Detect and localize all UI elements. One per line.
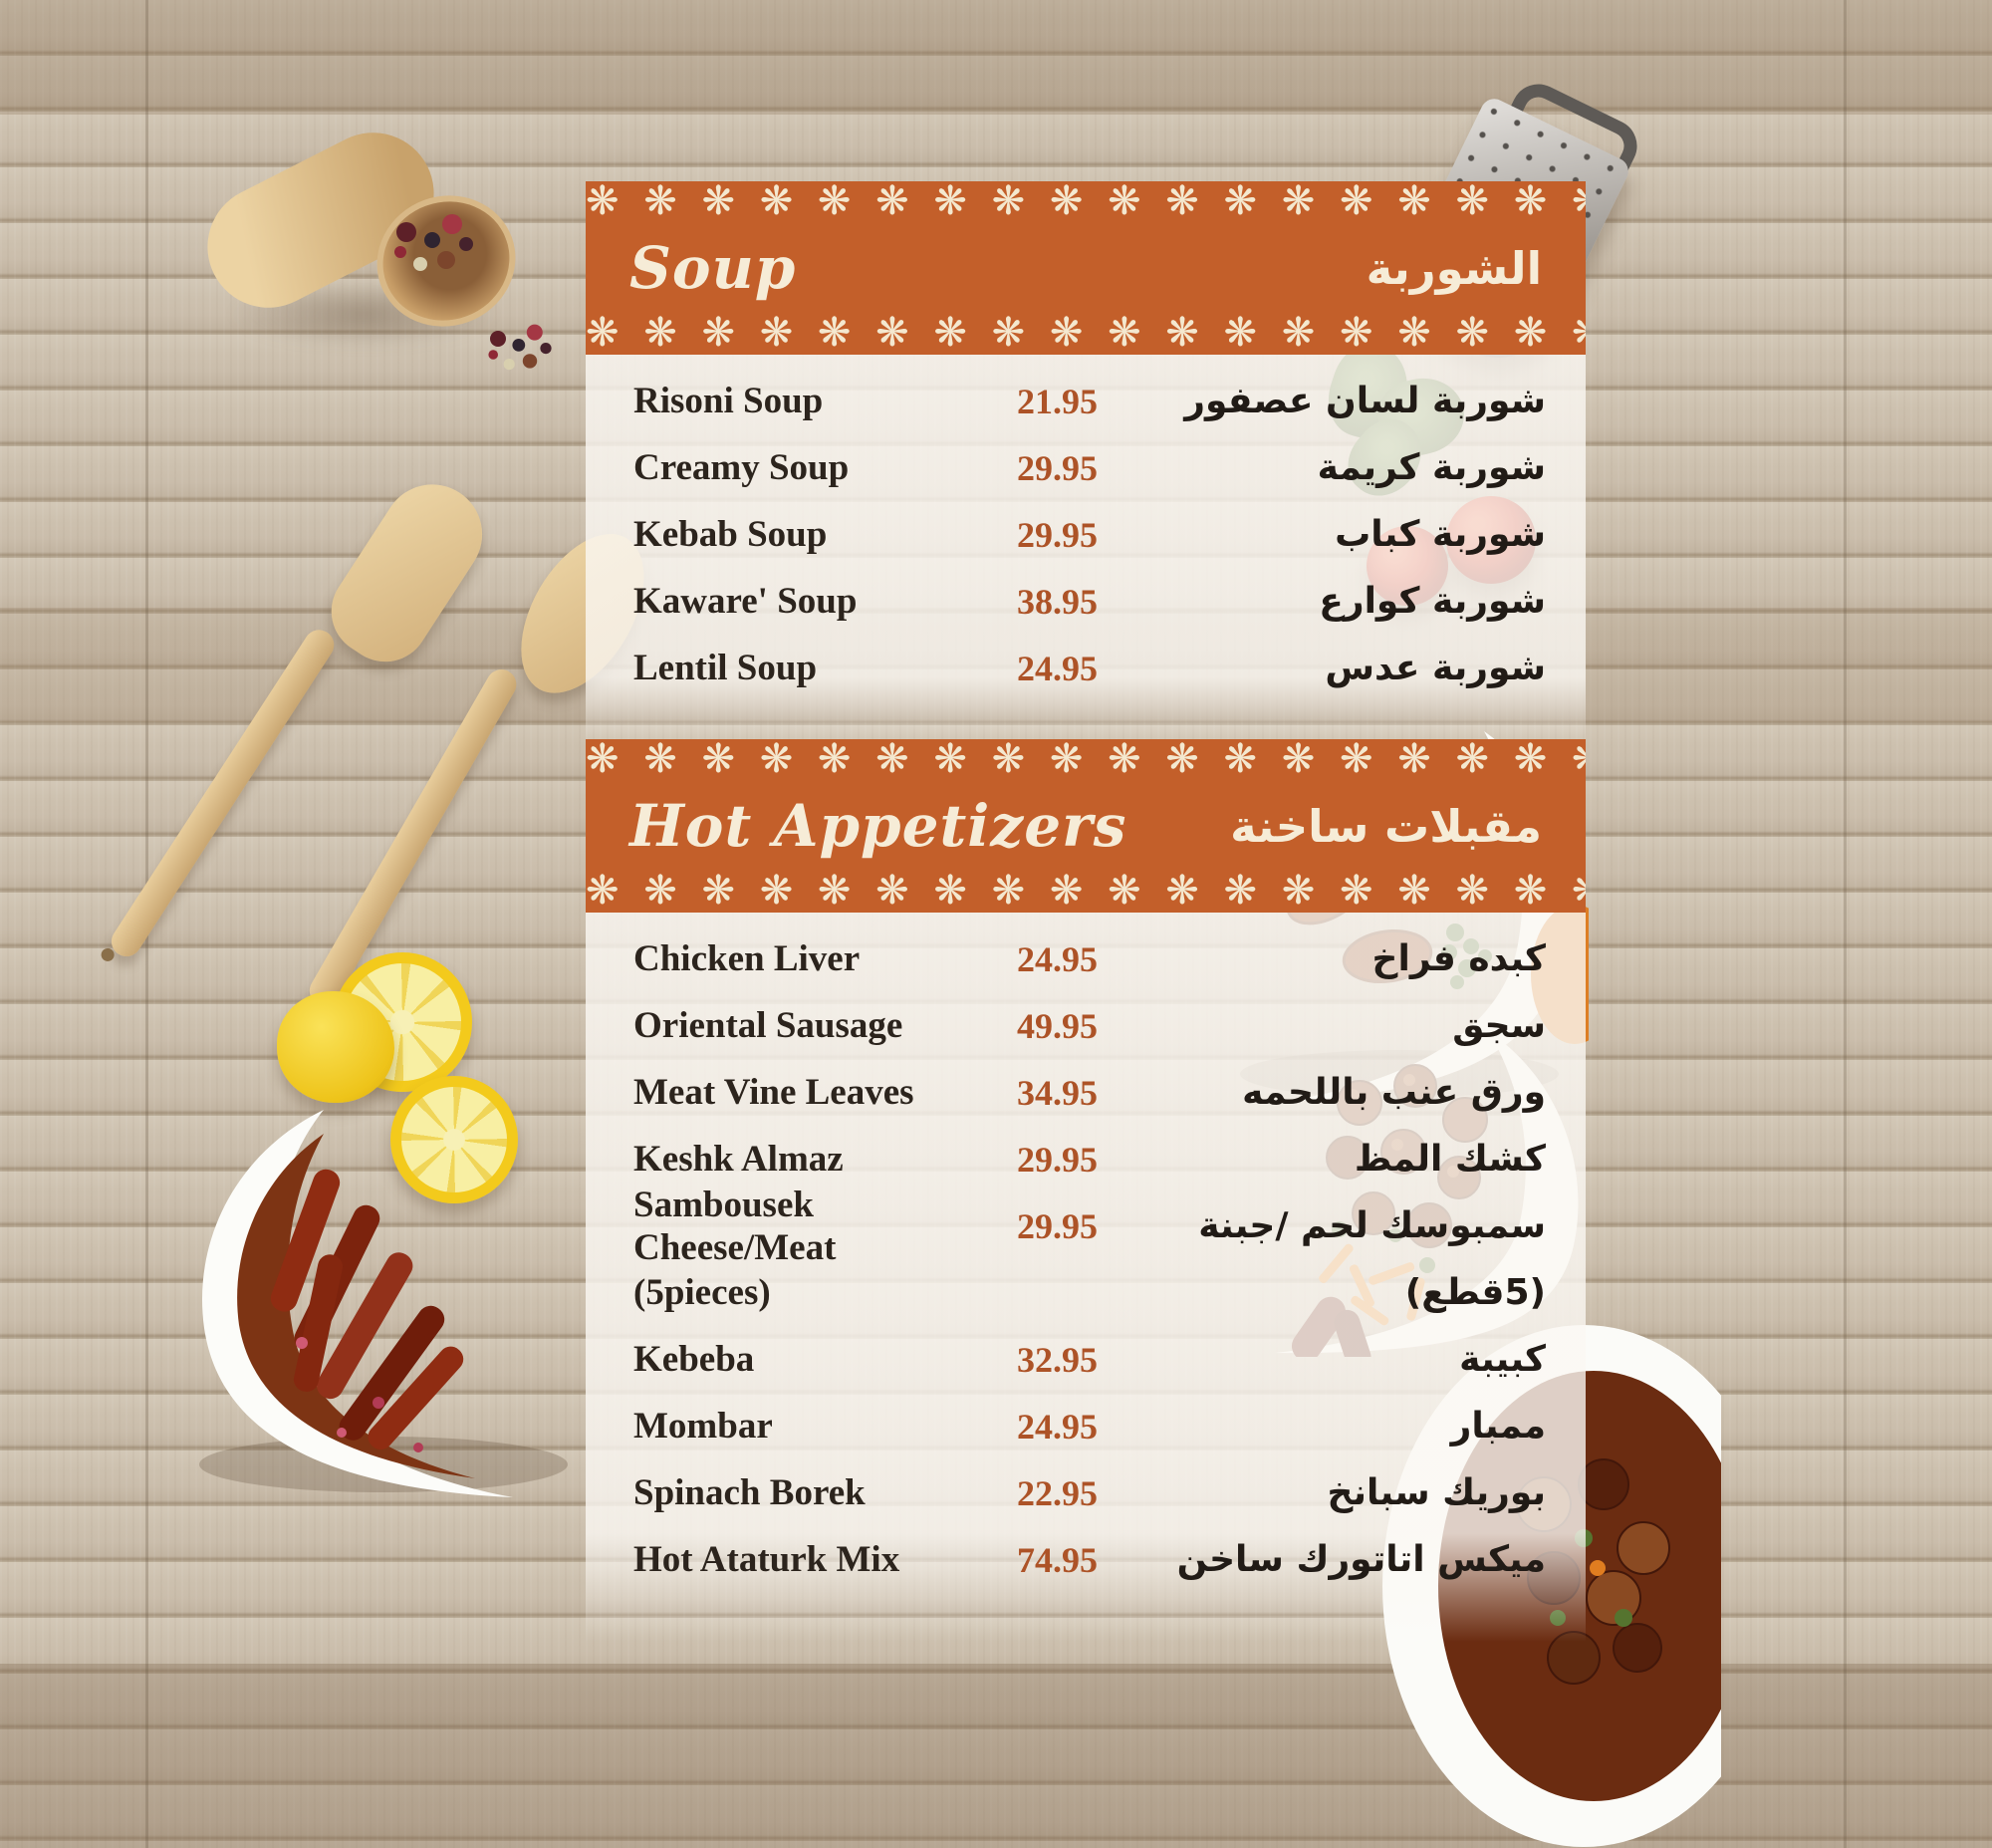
item-price: 24.95 bbox=[1017, 648, 1098, 688]
lace-border-bottom: ❋ ❋ ❋ ❋ ❋ ❋ ❋ ❋ ❋ ❋ ❋ ❋ ❋ ❋ ❋ ❋ ❋ ❋ ❋ ❋ … bbox=[586, 871, 1586, 913]
item-price: 24.95 bbox=[1017, 938, 1098, 979]
item-name-en: Spinach Borek bbox=[633, 1472, 866, 1513]
menu-section-soup: ❋ ❋ ❋ ❋ ❋ ❋ ❋ ❋ ❋ ❋ ❋ ❋ ❋ ❋ ❋ ❋ ❋ ❋ ❋ ❋ … bbox=[586, 181, 1586, 745]
section-title-ar: مقبلات ساخنة bbox=[1230, 799, 1542, 853]
section-header: Hot Appetizers مقبلات ساخنة bbox=[586, 781, 1586, 871]
item-price: 21.95 bbox=[1017, 381, 1098, 421]
item-name-ar: شوربة لسان عصفور bbox=[1184, 381, 1546, 421]
menu-item-row: Risoni Soup 21.95 شوربة لسان عصفور bbox=[586, 368, 1586, 434]
lemon-slice bbox=[390, 1076, 518, 1203]
menu-item-row: Spinach Borek 22.95 بوريك سبانخ bbox=[586, 1459, 1586, 1526]
menu-item-row: Meat Vine Leaves 34.95 ورق عنب باللحمه bbox=[586, 1059, 1586, 1126]
item-name-ar: سجق bbox=[1452, 1005, 1546, 1046]
sausage-bowl bbox=[199, 1110, 568, 1497]
item-name-ar: كبده فراخ bbox=[1371, 938, 1546, 979]
item-price: 74.95 bbox=[1017, 1539, 1098, 1580]
menu-item-row: Chicken Liver 24.95 كبده فراخ bbox=[586, 925, 1586, 992]
item-name-ar: شوربة كباب bbox=[1335, 514, 1546, 555]
item-name-en: Kebab Soup bbox=[633, 514, 828, 555]
item-name-ar: شوربة كريمة bbox=[1317, 447, 1546, 488]
item-price: 34.95 bbox=[1017, 1072, 1098, 1113]
item-name-ar: (5قطع) bbox=[1404, 1272, 1546, 1313]
item-name-en: Creamy Soup bbox=[633, 447, 850, 488]
item-name-en: Hot Ataturk Mix bbox=[633, 1539, 900, 1580]
item-name-en: Sambousek Cheese/Meat bbox=[633, 1184, 837, 1268]
item-name-en: Kebeba bbox=[633, 1339, 755, 1380]
item-name-en: Chicken Liver bbox=[633, 938, 861, 979]
item-name-en: Meat Vine Leaves bbox=[633, 1072, 914, 1113]
item-name-ar: شوربة عدس bbox=[1325, 648, 1546, 688]
item-price: 29.95 bbox=[1017, 1139, 1098, 1180]
lace-border-top: ❋ ❋ ❋ ❋ ❋ ❋ ❋ ❋ ❋ ❋ ❋ ❋ ❋ ❋ ❋ ❋ ❋ ❋ ❋ ❋ … bbox=[586, 181, 1586, 223]
lace-border-bottom: ❋ ❋ ❋ ❋ ❋ ❋ ❋ ❋ ❋ ❋ ❋ ❋ ❋ ❋ ❋ ❋ ❋ ❋ ❋ ❋ … bbox=[586, 313, 1586, 355]
item-name-en: Oriental Sausage bbox=[633, 1005, 903, 1046]
menu-item-row: Oriental Sausage 49.95 سجق bbox=[586, 992, 1586, 1059]
item-price: 22.95 bbox=[1017, 1472, 1098, 1513]
item-name-ar: بوريك سبانخ bbox=[1327, 1472, 1546, 1513]
menu-item-row: Creamy Soup 29.95 شوربة كريمة bbox=[586, 434, 1586, 501]
item-price: 29.95 bbox=[1017, 514, 1098, 555]
item-price: 38.95 bbox=[1017, 581, 1098, 622]
section-title-ar: الشوربة bbox=[1366, 241, 1542, 295]
item-name-ar: كشك المظ bbox=[1354, 1139, 1546, 1180]
menu-item-row: Keshk Almaz 29.95 كشك المظ bbox=[586, 1126, 1586, 1192]
item-name-en: Kaware' Soup bbox=[633, 581, 858, 622]
item-price: 24.95 bbox=[1017, 1406, 1098, 1447]
item-name-en: Mombar bbox=[633, 1406, 773, 1447]
item-name-en: Keshk Almaz bbox=[633, 1139, 844, 1180]
item-name-ar: شوربة كوارع bbox=[1319, 581, 1546, 622]
item-price: 29.95 bbox=[1017, 447, 1098, 488]
menu-item-row: Mombar 24.95 ممبار bbox=[586, 1393, 1586, 1459]
menu-items: Chicken Liver 24.95 كبده فراخ Oriental Saus… bbox=[586, 913, 1586, 1593]
peppercorns bbox=[490, 331, 506, 347]
peppercorns bbox=[396, 222, 416, 242]
item-name-ar: ممبار bbox=[1450, 1406, 1546, 1447]
item-name-ar: ميكس اتاتورك ساخن bbox=[1176, 1539, 1546, 1580]
item-price: 29.95 bbox=[1017, 1205, 1098, 1246]
menu-item-row: (5pieces) (5قطع) bbox=[586, 1259, 1586, 1326]
menu-section-hot-appetizers: ❋ ❋ ❋ ❋ ❋ ❋ ❋ ❋ ❋ ❋ ❋ ❋ ❋ ❋ ❋ ❋ ❋ ❋ ❋ ❋ … bbox=[586, 739, 1586, 1642]
item-price: 32.95 bbox=[1017, 1339, 1098, 1380]
menu-items: Risoni Soup 21.95 شوربة لسان عصفور Creamy S… bbox=[586, 355, 1586, 701]
menu-item-row: Kaware' Soup 38.95 شوربة كوارع bbox=[586, 568, 1586, 635]
item-name-en: (5pieces) bbox=[633, 1272, 771, 1313]
lemon-half bbox=[277, 991, 394, 1103]
menu-item-row: Sambousek Cheese/Meat 29.95 سمبوسك لحم /جب… bbox=[586, 1185, 1586, 1268]
item-name-en: Risoni Soup bbox=[633, 381, 824, 421]
section-title-en: Soup bbox=[629, 234, 797, 302]
item-name-ar: كبيبة bbox=[1459, 1339, 1546, 1380]
menu-item-row: Kebab Soup 29.95 شوربة كباب bbox=[586, 501, 1586, 568]
item-name-ar: ورق عنب باللحمه bbox=[1242, 1072, 1546, 1113]
wooden-scoop bbox=[186, 105, 535, 364]
section-title-en: Hot Appetizers bbox=[629, 792, 1127, 860]
menu-item-row: Lentil Soup 24.95 شوربة عدس bbox=[586, 635, 1586, 701]
item-name-en: Lentil Soup bbox=[633, 648, 818, 688]
item-name-ar: سمبوسك لحم /جبنة bbox=[1198, 1205, 1546, 1246]
wood-seam bbox=[1844, 0, 1847, 1848]
menu-item-row: Hot Ataturk Mix 74.95 ميكس اتاتورك ساخن bbox=[586, 1526, 1586, 1593]
section-header: Soup الشوربة bbox=[586, 223, 1586, 313]
lace-border-top: ❋ ❋ ❋ ❋ ❋ ❋ ❋ ❋ ❋ ❋ ❋ ❋ ❋ ❋ ❋ ❋ ❋ ❋ ❋ ❋ … bbox=[586, 739, 1586, 781]
menu-item-row: Kebeba 32.95 كبيبة bbox=[586, 1326, 1586, 1393]
item-price: 49.95 bbox=[1017, 1005, 1098, 1046]
